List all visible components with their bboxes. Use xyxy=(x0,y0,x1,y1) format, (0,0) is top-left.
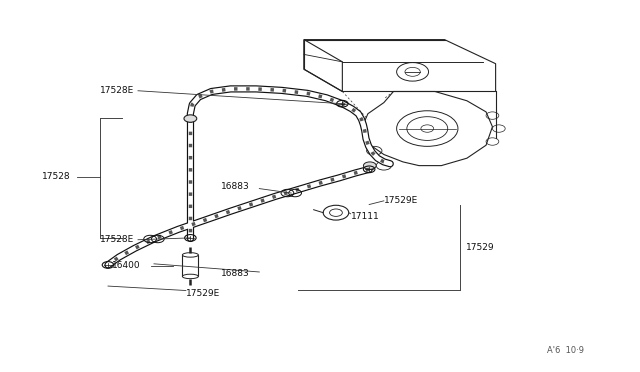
Text: 17529: 17529 xyxy=(466,243,494,251)
Text: 17111: 17111 xyxy=(351,212,380,221)
Circle shape xyxy=(364,162,376,169)
Text: 16400: 16400 xyxy=(113,261,141,270)
Text: 17528: 17528 xyxy=(42,172,71,181)
Circle shape xyxy=(184,115,196,122)
Bar xyxy=(182,255,198,276)
Ellipse shape xyxy=(182,274,198,279)
Text: 16883: 16883 xyxy=(221,269,250,278)
Text: 17529E: 17529E xyxy=(186,289,220,298)
Text: 17529E: 17529E xyxy=(384,196,418,205)
Text: 17528E: 17528E xyxy=(100,235,134,244)
Ellipse shape xyxy=(182,253,198,257)
Text: 16883: 16883 xyxy=(221,182,250,190)
Text: 17528E: 17528E xyxy=(100,86,134,95)
Text: A'6  10·9: A'6 10·9 xyxy=(547,346,584,355)
